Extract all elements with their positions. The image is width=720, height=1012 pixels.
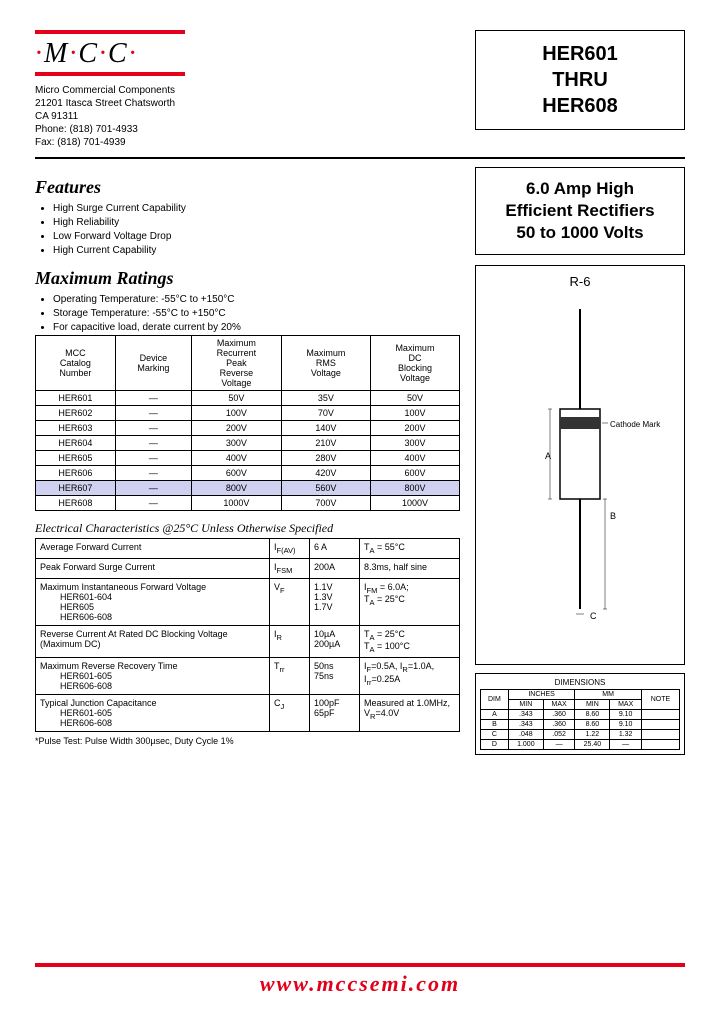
- footnote: *Pulse Test: Pulse Width 300µsec, Duty C…: [35, 736, 460, 746]
- svg-text:C: C: [590, 611, 597, 621]
- features-title: Features: [35, 177, 460, 198]
- footer: www.mccsemi.com: [35, 963, 685, 997]
- elec-title: Electrical Characteristics @25°C Unless …: [35, 521, 460, 536]
- ratings-notes: Operating Temperature: -55°C to +150°CSt…: [35, 293, 460, 335]
- svg-text:B: B: [610, 511, 616, 521]
- ratings-title: Maximum Ratings: [35, 268, 460, 289]
- elec-table: Average Forward CurrentIF(AV)6 ATA = 55°…: [35, 538, 460, 732]
- part-number-box: HER601 THRU HER608: [475, 30, 685, 130]
- company-info: Micro Commercial Components 21201 Itasca…: [35, 84, 455, 149]
- svg-text:Cathode Mark: Cathode Mark: [610, 420, 661, 429]
- dimensions-box: DIMENSIONS DIMINCHESMMNOTEMINMAXMINMAXA.…: [475, 673, 685, 755]
- package-drawing: R-6 Cathode Mark A B C: [475, 265, 685, 665]
- logo: ·M·C·C·: [35, 30, 455, 76]
- ratings-table: MCCCatalogNumberDeviceMarkingMaximumRecu…: [35, 335, 460, 511]
- features-list: High Surge Current CapabilityHigh Reliab…: [35, 202, 460, 258]
- description-box: 6.0 Amp High Efficient Rectifiers 50 to …: [475, 167, 685, 255]
